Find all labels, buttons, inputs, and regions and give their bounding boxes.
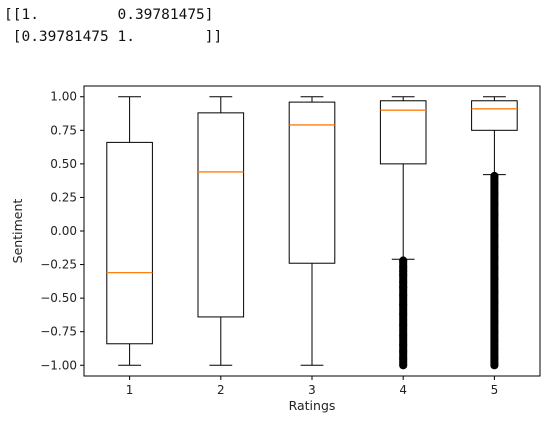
console-line: [[1. 0.39781475]	[4, 7, 214, 23]
outlier-point	[490, 243, 499, 252]
outlier-point	[490, 253, 499, 262]
box-iqr	[288, 101, 336, 264]
outlier-point	[490, 318, 499, 327]
outlier-point	[490, 337, 499, 346]
outlier-point	[399, 291, 408, 300]
outlier-point	[399, 300, 408, 309]
outlier-point	[490, 345, 499, 354]
y-tick-label: 1.00	[50, 90, 77, 104]
outlier-point	[490, 189, 499, 198]
outlier-point	[490, 353, 499, 362]
outlier-point	[490, 171, 499, 180]
box-iqr	[106, 141, 153, 345]
outlier-point	[399, 320, 408, 329]
outlier-point	[399, 278, 408, 287]
y-tick-label: 0.75	[50, 123, 77, 137]
box-iqr	[197, 112, 245, 318]
outlier-point	[490, 180, 499, 189]
outlier-point	[399, 310, 408, 319]
y-axis-label: Sentiment	[10, 199, 25, 264]
y-tick-label: 0.25	[50, 190, 77, 204]
outlier-point	[490, 220, 499, 229]
y-tick-label: −1.00	[40, 358, 77, 372]
outlier-point	[490, 298, 499, 307]
x-tick-label: 4	[399, 383, 407, 397]
outlier-point	[490, 200, 499, 209]
outlier-point	[399, 283, 408, 292]
outlier-point	[490, 307, 499, 316]
outlier-point	[399, 361, 408, 370]
y-tick-label: −0.25	[40, 258, 77, 272]
outlier-point	[490, 264, 499, 273]
outlier-point	[399, 263, 408, 272]
y-tick-label: 0.50	[50, 157, 77, 171]
x-axis-label: Ratings	[289, 398, 336, 413]
console-output: [[1. 0.39781475] [0.39781475 1. ]]	[4, 4, 222, 48]
console-line: [0.39781475 1. ]]	[4, 29, 223, 45]
outlier-point	[490, 287, 499, 296]
outlier-point	[490, 210, 499, 219]
x-tick-label: 2	[217, 383, 225, 397]
outlier-point	[490, 231, 499, 240]
box-iqr	[379, 100, 427, 165]
y-tick-label: −0.50	[40, 291, 77, 305]
y-tick-label: 0.00	[50, 224, 77, 238]
outlier-point	[490, 327, 499, 336]
outlier-point	[490, 361, 499, 370]
outlier-point	[399, 267, 408, 276]
outlier-point	[399, 331, 408, 340]
outlier-point	[490, 275, 499, 284]
x-tick-label: 5	[491, 383, 499, 397]
x-tick-label: 3	[308, 383, 316, 397]
box-iqr	[471, 100, 518, 131]
x-tick-label: 1	[126, 383, 134, 397]
y-tick-label: −0.75	[40, 325, 77, 339]
